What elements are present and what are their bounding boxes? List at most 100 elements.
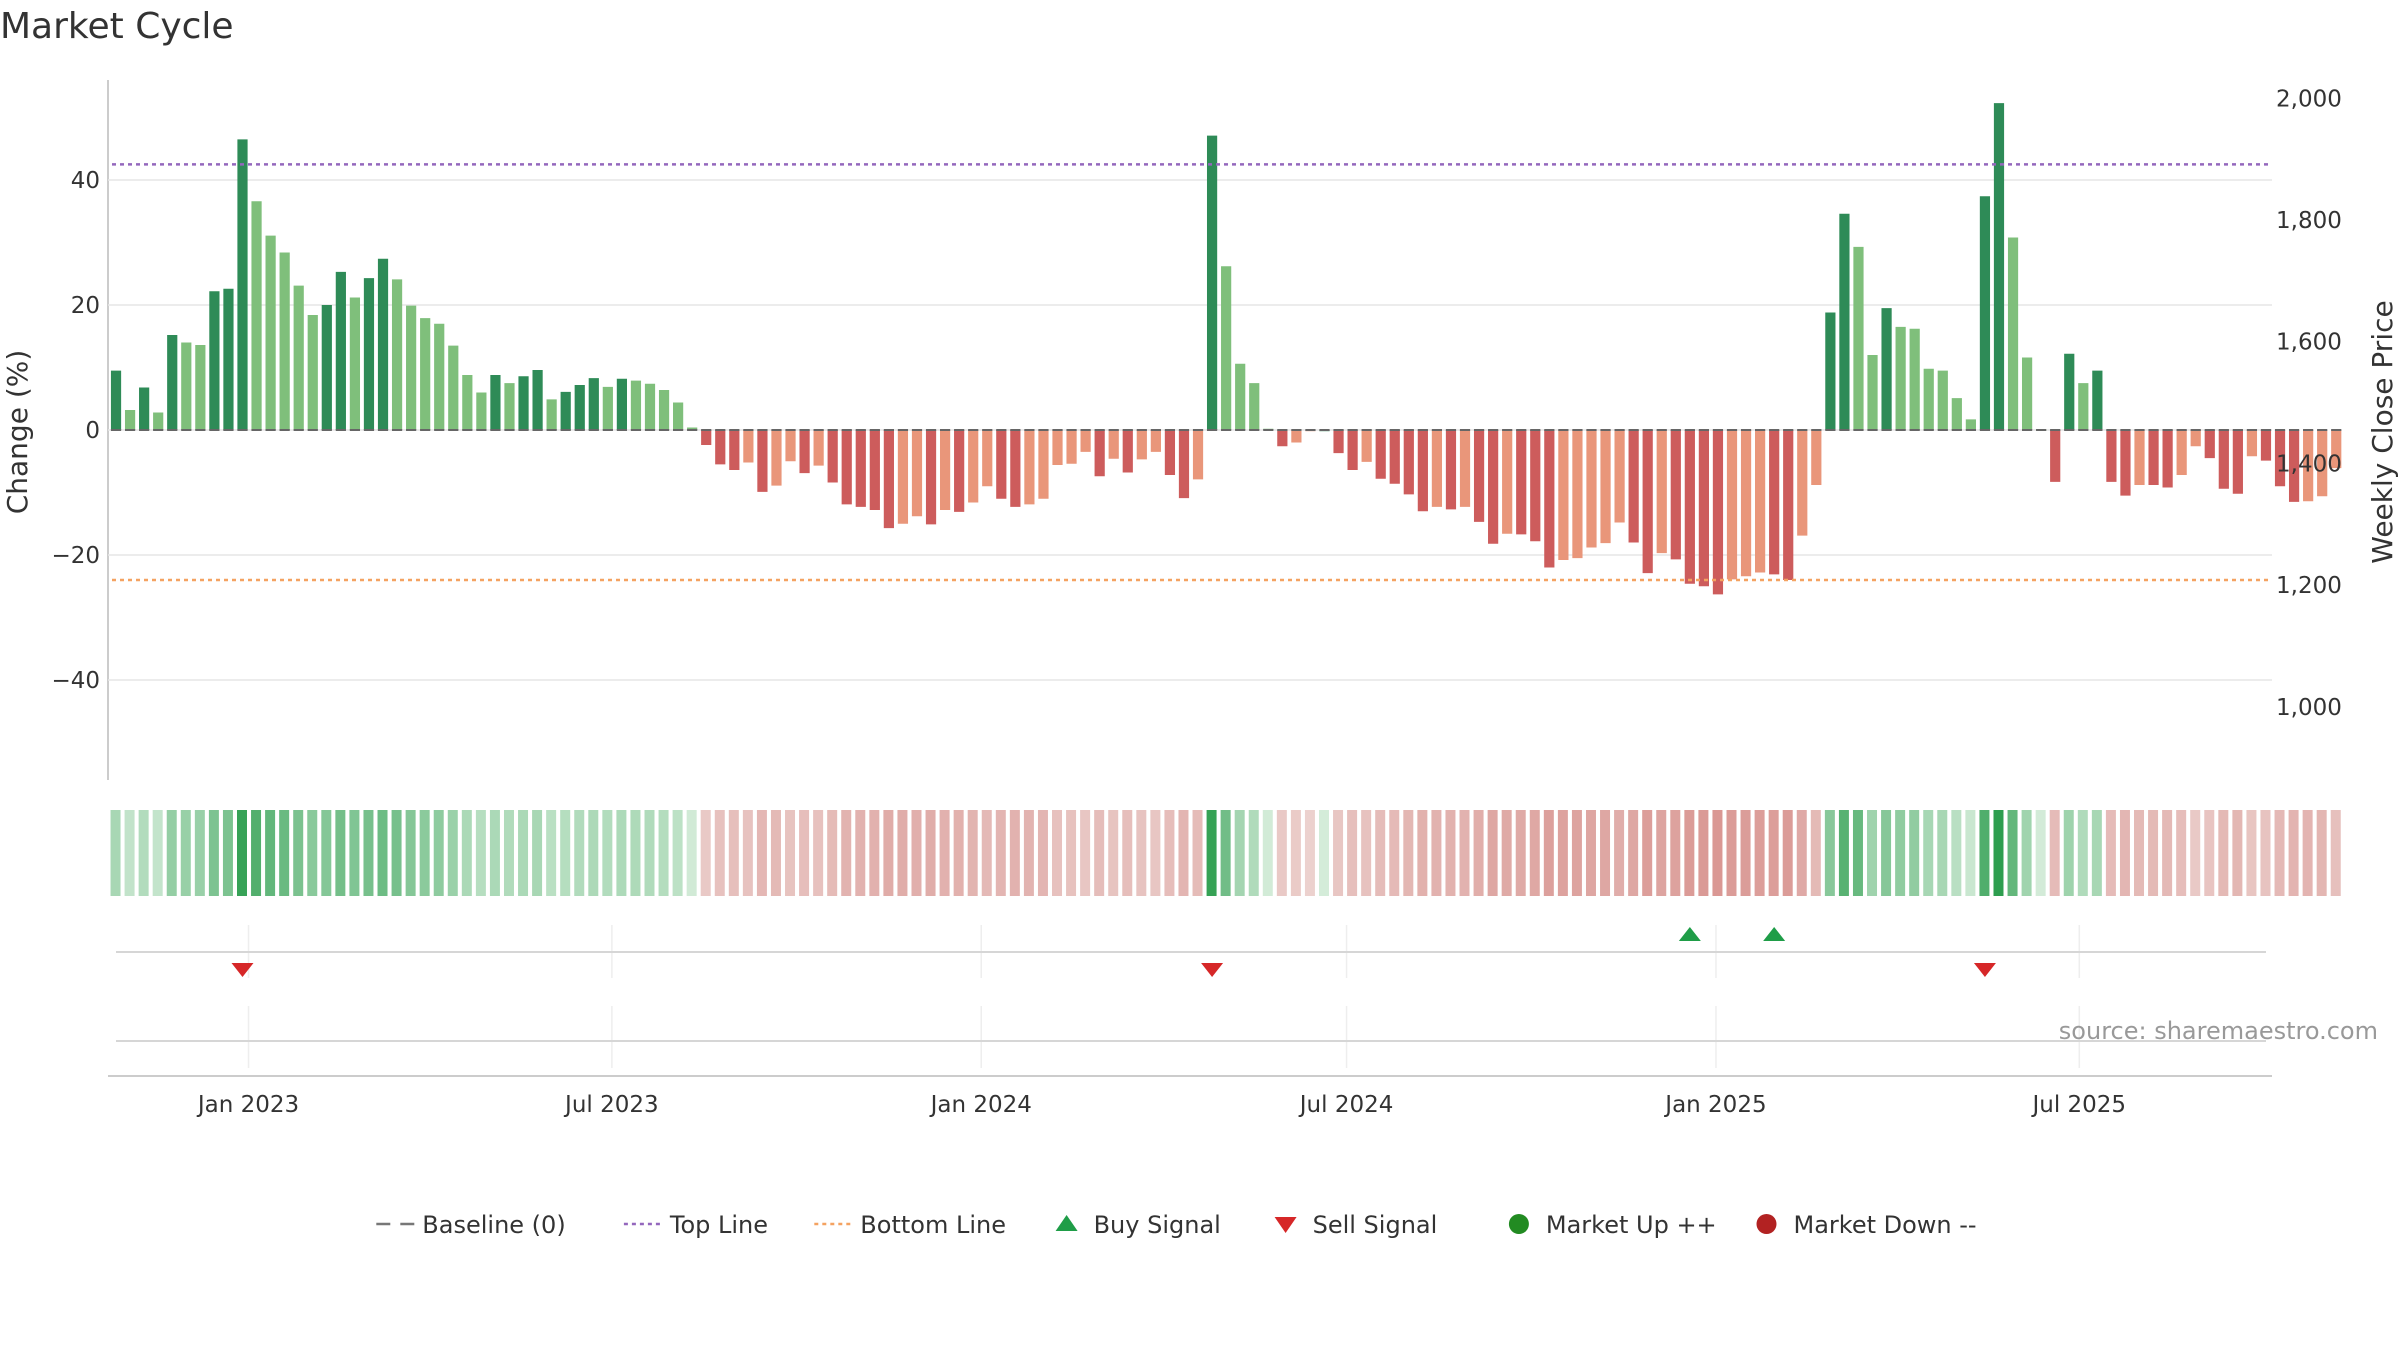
- bar: [1010, 430, 1021, 507]
- y2-tick-label: 2,000: [2276, 86, 2342, 112]
- bar: [1108, 430, 1119, 459]
- strip-cell: [2134, 810, 2146, 896]
- strip-cell: [911, 810, 923, 896]
- bar: [602, 386, 613, 430]
- strip-cell: [1768, 810, 1780, 896]
- strip-cell: [1304, 810, 1316, 896]
- strip-cell: [700, 810, 712, 896]
- legend-sell-icon: [1274, 1217, 1297, 1233]
- strip-cell: [1108, 810, 1120, 896]
- strip-cell: [1810, 810, 1822, 896]
- bar: [1178, 430, 1190, 499]
- strip-cell: [293, 810, 305, 896]
- bar: [2303, 430, 2314, 502]
- bar: [1052, 430, 1063, 465]
- strip-cell: [560, 810, 572, 896]
- strip-cell: [644, 810, 656, 896]
- bar: [2288, 430, 2300, 502]
- strip-cell: [2288, 810, 2300, 896]
- x-axis: Jan 2023 Jul 2023 Jan 2024 Jul 2024 Jan 2025…: [108, 1075, 2272, 1118]
- bar: [1389, 430, 1400, 484]
- strip-cell: [1965, 810, 1977, 896]
- strip-cell: [981, 810, 993, 896]
- bar: [1769, 430, 1780, 575]
- strip-cell: [785, 810, 797, 896]
- bar: [897, 430, 909, 524]
- strip-cell: [1951, 810, 1963, 896]
- bar: [1867, 355, 1878, 430]
- bar: [673, 402, 684, 430]
- strip-cell: [2021, 810, 2033, 896]
- strip-cell: [1712, 810, 1724, 896]
- strip-cell: [714, 810, 726, 896]
- strip-cell: [1614, 810, 1626, 896]
- bar: [982, 430, 993, 487]
- strip-cell: [475, 810, 487, 896]
- bar: [490, 375, 501, 430]
- strip-cell: [405, 810, 417, 896]
- bar: [181, 342, 192, 430]
- strip-cell: [1262, 810, 1274, 896]
- strip-cell: [616, 810, 628, 896]
- bar: [1403, 430, 1414, 495]
- x-tick-label: Jan 2023: [196, 1092, 299, 1118]
- bar: [1164, 430, 1176, 475]
- y2-tick-label: 1,600: [2276, 330, 2342, 356]
- bar: [869, 430, 880, 510]
- bar: [223, 288, 234, 430]
- bar: [1277, 430, 1288, 447]
- strip-cell: [447, 810, 459, 896]
- y2-tick-label: 1,200: [2276, 573, 2342, 599]
- strip-cell: [967, 810, 979, 896]
- strip-cell: [1628, 810, 1640, 896]
- bar: [743, 430, 754, 463]
- strip-cell: [1881, 810, 1893, 896]
- strip-cell: [1403, 810, 1415, 896]
- bar: [2317, 430, 2328, 497]
- strip-cell: [419, 810, 431, 896]
- bar: [476, 392, 487, 430]
- bar: [195, 345, 206, 430]
- strip-cell: [1023, 810, 1035, 896]
- strip-cell: [1852, 810, 1864, 896]
- strip-cell: [391, 810, 403, 896]
- strip-cell: [2176, 810, 2188, 896]
- bar: [279, 252, 290, 430]
- strip-cell: [2148, 810, 2160, 896]
- bar: [588, 378, 599, 430]
- strip-cell: [1585, 810, 1597, 896]
- strip-cell: [1782, 810, 1794, 896]
- strip-cell: [489, 810, 501, 896]
- strip-cell: [1515, 810, 1527, 896]
- bar: [1825, 312, 1836, 430]
- bar: [1488, 430, 1499, 544]
- bar: [2134, 430, 2145, 485]
- strip-cell: [166, 810, 178, 896]
- bar: [1530, 430, 1541, 542]
- strip-cell: [2260, 810, 2272, 896]
- y-axis-left: −40 −20 0 20 40: [51, 168, 100, 694]
- strip-cell: [1234, 810, 1246, 896]
- bar: [1375, 430, 1386, 479]
- strip-cell: [532, 810, 544, 896]
- bar: [1080, 430, 1091, 452]
- strip-cell: [461, 810, 473, 896]
- legend-buy-icon: [1055, 1215, 1078, 1231]
- bar: [2120, 430, 2131, 496]
- strip-cell: [1642, 810, 1654, 896]
- strip-cell: [1375, 810, 1387, 896]
- legend-label: Baseline (0): [422, 1211, 565, 1239]
- bar: [546, 399, 557, 430]
- bar: [391, 279, 403, 430]
- strip-cell: [925, 810, 937, 896]
- strip-cell: [251, 810, 263, 896]
- strip-cell: [1037, 810, 1049, 896]
- strip-cell: [1600, 810, 1612, 896]
- bar: [1558, 430, 1569, 560]
- bar: [1937, 370, 1948, 430]
- strip-cell: [1276, 810, 1288, 896]
- bar: [616, 378, 627, 430]
- bar: [630, 380, 642, 430]
- bar: [855, 430, 866, 507]
- strip-cell: [827, 810, 839, 896]
